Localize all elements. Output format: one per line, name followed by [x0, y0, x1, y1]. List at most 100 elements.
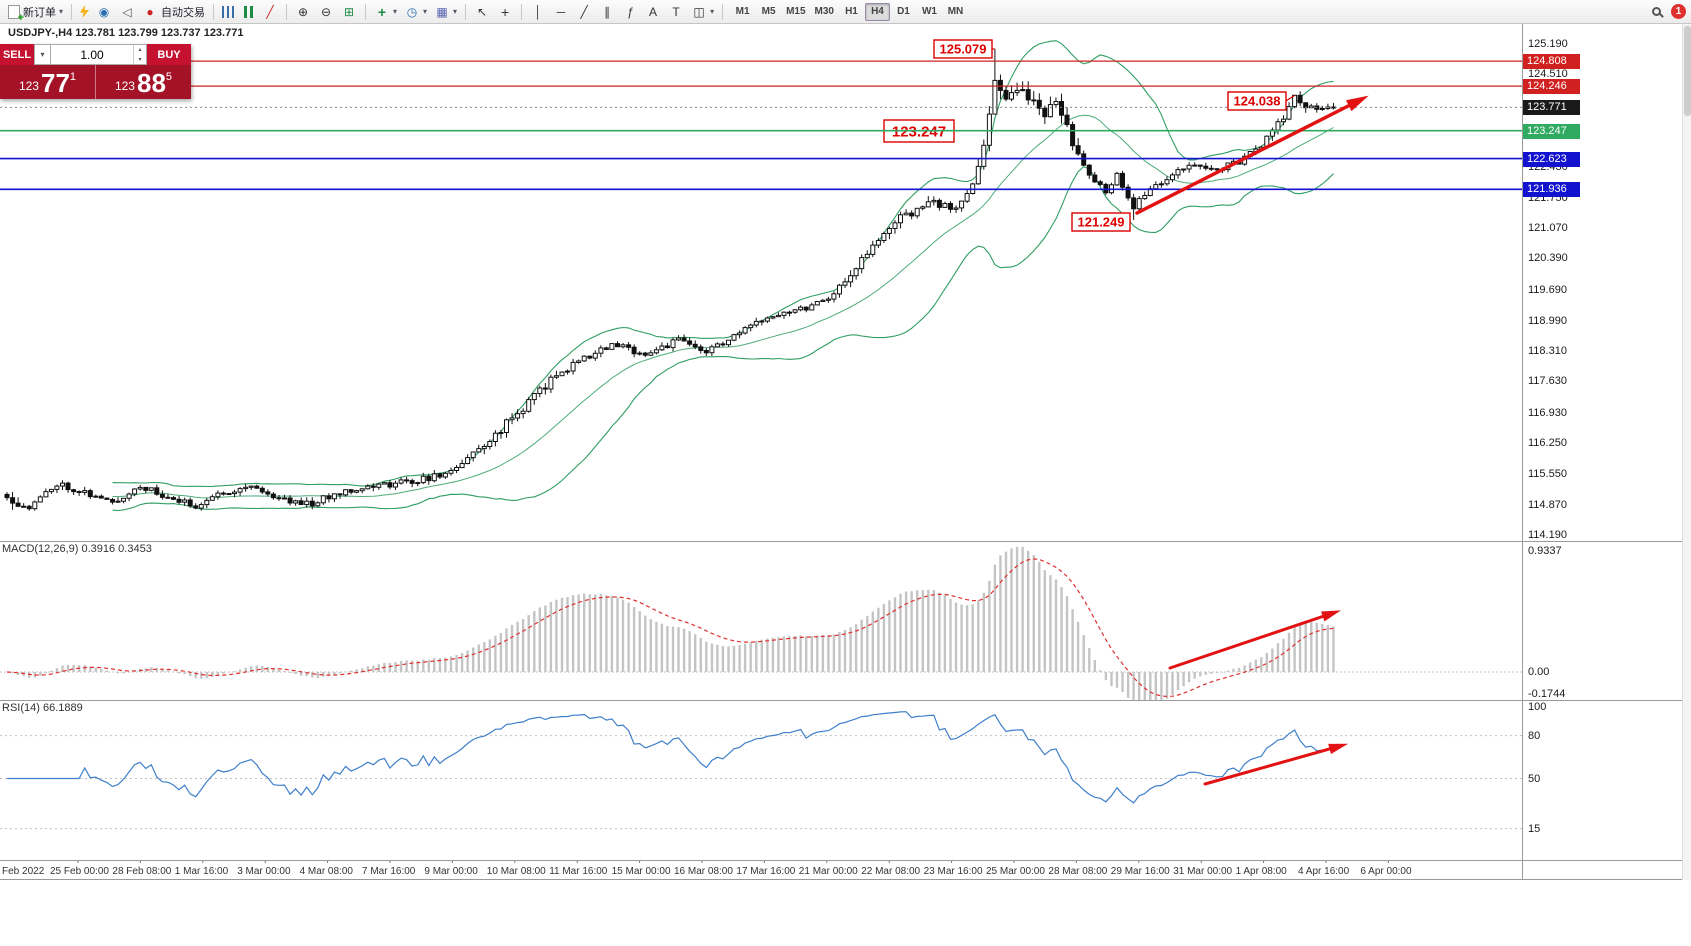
sell-button[interactable]: SELL	[0, 44, 34, 65]
autotrade-button[interactable]: ● 自动交易	[139, 2, 208, 22]
bar-chart-button[interactable]	[219, 2, 238, 22]
rsi-axis-label: 100	[1528, 701, 1547, 713]
pane-splitter[interactable]	[0, 700, 1691, 701]
horizontal-line-icon: ─	[556, 4, 566, 19]
chevron-down-icon: ▾	[453, 7, 458, 16]
periods-button[interactable]: ◷ ▾	[401, 2, 430, 22]
volume-input[interactable]	[51, 45, 133, 64]
volume-down-button[interactable]: ▾	[138, 56, 142, 63]
search-icon	[1652, 7, 1661, 16]
macd-axis-label: 0.00	[1528, 666, 1550, 678]
quick-trade-button[interactable]	[77, 2, 92, 22]
svg-text:29 Mar 16:00: 29 Mar 16:00	[1111, 866, 1170, 877]
scrollbar-thumb[interactable]	[1684, 26, 1691, 116]
crosshair-icon: +	[500, 3, 510, 20]
toolbar-separator	[722, 3, 724, 20]
price-chart-pane[interactable]: 125.079 124.038 123.247 121.249 USDJPY-,H4 …	[0, 24, 1522, 541]
volume-spinner: ▴ ▾	[133, 45, 146, 64]
new-order-button[interactable]: 新订单 ▾	[5, 2, 66, 24]
ask-price[interactable]: 123 88 5	[96, 65, 191, 99]
macd-pane[interactable]: MACD(12,26,9) 0.3916 0.3453	[0, 541, 1522, 700]
rsi-pane[interactable]: RSI(14) 66.1889	[0, 700, 1522, 860]
tile-windows-button[interactable]: ⊞	[338, 2, 360, 22]
symbol-ohlc-header: USDJPY-,H4 123.781 123.799 123.737 123.7…	[8, 27, 244, 39]
crosshair-tool-button[interactable]: +	[494, 2, 516, 22]
price-axis-label: 114.870	[1528, 498, 1567, 511]
volume-dropdown-button[interactable]: ▾	[34, 44, 51, 65]
rsi-indicator-label: RSI(14) 66.1889	[2, 702, 83, 714]
text-tool-button[interactable]: A	[642, 2, 664, 22]
candle-chart-button[interactable]	[239, 2, 258, 22]
price-axis-label: 115.550	[1528, 468, 1567, 481]
bid-pips: 77	[40, 68, 70, 98]
price-level-tag: 124.246	[1523, 79, 1580, 95]
bid-integer: 123	[18, 79, 39, 93]
line-chart-icon: ╱	[266, 4, 274, 19]
bid-point: 1	[69, 71, 77, 83]
bid-price[interactable]: 123 77 1	[0, 65, 95, 99]
svg-text:4 Mar 08:00: 4 Mar 08:00	[300, 866, 354, 877]
clock-icon: ◷	[406, 4, 418, 19]
trendline-tool-button[interactable]: ╱	[573, 2, 595, 22]
channel-tool-button[interactable]: ∥	[596, 2, 618, 22]
svg-text:25 Mar 00:00: 25 Mar 00:00	[986, 866, 1045, 877]
price-axis-label: 119.690	[1528, 283, 1567, 296]
toolbar-separator	[365, 3, 367, 20]
timeframe-button-h4[interactable]: H4	[864, 2, 890, 21]
cursor-tool-button[interactable]: ↖	[471, 2, 493, 22]
rsi-axis-label: 80	[1528, 729, 1541, 742]
timeframe-button-h1[interactable]: H1	[845, 6, 858, 17]
profile-button[interactable]: ◉	[93, 2, 115, 22]
bid-ask-divider	[95, 65, 96, 99]
volume-up-button[interactable]: ▴	[138, 47, 142, 54]
svg-text:123.247: 123.247	[892, 123, 946, 140]
fibonacci-icon: ƒ	[626, 4, 634, 19]
zoom-out-button[interactable]: ⊖	[315, 2, 337, 22]
timeframe-button-m15[interactable]: M15	[786, 6, 806, 17]
horizontal-line-tool-button[interactable]: ─	[550, 2, 572, 22]
zoom-in-icon: ⊕	[297, 4, 309, 19]
templates-button[interactable]: ▦ ▾	[431, 2, 460, 22]
timeframe-button-d1[interactable]: D1	[897, 6, 910, 17]
price-axis[interactable]: 125.190124.510123.130122.430121.750121.0…	[1522, 24, 1691, 880]
zoom-in-button[interactable]: ⊕	[292, 2, 314, 22]
price-axis-label: 118.310	[1528, 345, 1567, 358]
notification-badge[interactable]: 1	[1671, 4, 1686, 19]
timeframe-button-m5[interactable]: M5	[761, 6, 776, 17]
svg-text:28 Feb 08:00: 28 Feb 08:00	[112, 866, 171, 877]
toolbar-separator	[286, 3, 288, 20]
profile-icon: ◉	[98, 4, 110, 19]
time-axis[interactable]: Feb 2022 25 Feb 00:00 28 Feb 08:00 1 Mar 16…	[0, 860, 1522, 880]
chevron-down-icon: ▾	[59, 7, 64, 16]
volume-box: ▴ ▾	[51, 44, 147, 65]
tile-windows-icon: ⊞	[343, 4, 355, 19]
ask-point: 5	[165, 71, 173, 83]
chevron-down-icon: ▾	[710, 7, 715, 16]
alerts-button[interactable]: ◁	[116, 2, 138, 22]
macd-chart[interactable]	[0, 541, 1522, 700]
svg-text:125.079: 125.079	[940, 42, 987, 57]
price-level-tag: 122.623	[1523, 151, 1580, 167]
price-axis-label: 120.390	[1528, 252, 1568, 265]
timeframe-button-w1[interactable]: W1	[921, 6, 937, 17]
rsi-chart[interactable]	[0, 700, 1522, 860]
shapes-tool-button[interactable]: ◫ ▾	[688, 2, 717, 22]
svg-text:22 Mar 08:00: 22 Mar 08:00	[861, 866, 920, 877]
timeframe-button-m1[interactable]: M1	[735, 6, 750, 17]
vertical-line-tool-button[interactable]: │	[527, 2, 549, 22]
buy-button[interactable]: BUY	[147, 44, 191, 65]
pane-splitter[interactable]	[0, 541, 1691, 542]
fibonacci-tool-button[interactable]: ƒ	[619, 2, 641, 22]
line-chart-button[interactable]: ╱	[259, 2, 281, 22]
text-tool-icon: A	[649, 4, 658, 19]
timeframe-button-mn[interactable]: MN	[947, 6, 964, 17]
indicators-button[interactable]: + ▾	[371, 2, 400, 22]
rsi-axis-label: 15	[1528, 822, 1541, 835]
candlestick-chart[interactable]: 125.079 124.038 123.247 121.249	[0, 24, 1522, 541]
vertical-scrollbar[interactable]	[1682, 24, 1691, 880]
timeframe-group: M1 M5 M15 M30 H1 H4 D1 W1 MN	[730, 2, 968, 21]
label-tool-button[interactable]: T	[665, 2, 687, 22]
zoom-out-icon: ⊖	[320, 4, 332, 19]
timeframe-button-m30[interactable]: M30	[814, 6, 834, 17]
search-button[interactable]	[1649, 2, 1664, 22]
